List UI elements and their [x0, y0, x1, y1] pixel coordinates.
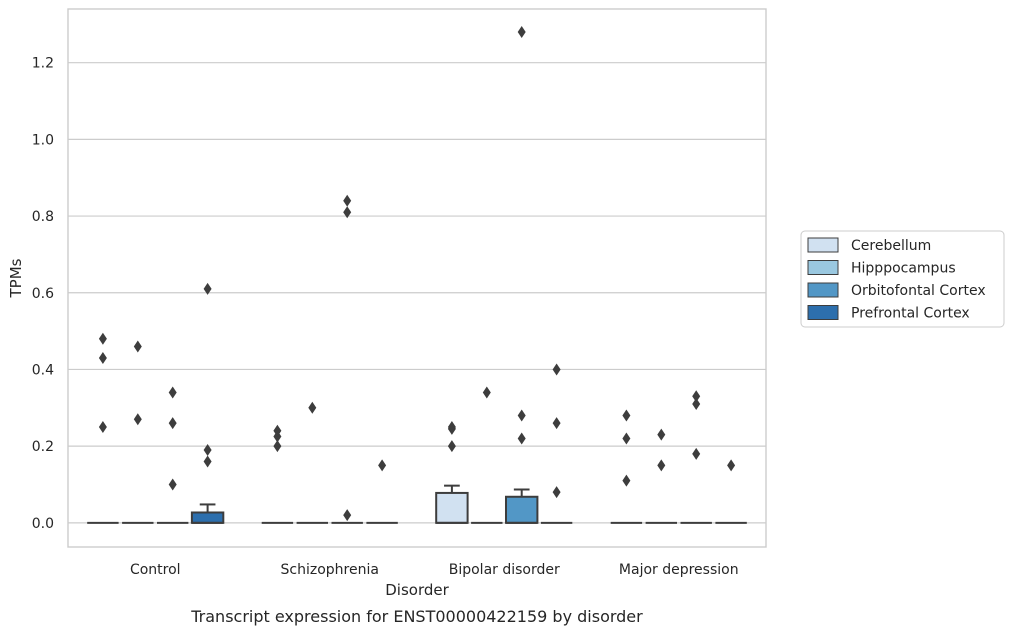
box-2-2: [504, 488, 539, 524]
legend-swatch: [807, 237, 839, 253]
legend-swatch: [807, 260, 839, 275]
y-tick-label: 0.4: [32, 362, 54, 378]
y-tick-labels: 0.0 0.2 0.4 0.6 0.8 1.0 1.2: [32, 56, 54, 532]
box-body: [504, 495, 539, 524]
x-tick-label: Major depression: [619, 562, 739, 578]
y-tick-label: 1.2: [32, 56, 54, 72]
outlier-point: [517, 26, 526, 39]
box-body: [435, 491, 469, 524]
outlier-point: [552, 486, 561, 499]
legend-label: Orbitofontal Cortex: [851, 283, 986, 299]
x-tick-labels: Control Schizophrenia Bipolar disorder Majo…: [130, 562, 739, 578]
legend-label: Cerebellum: [851, 238, 931, 254]
outlier-point: [657, 459, 666, 472]
y-tick-label: 0.6: [32, 286, 54, 302]
outlier-point: [98, 332, 107, 345]
outlier-point: [447, 420, 456, 433]
outlier-point: [98, 351, 107, 364]
x-axis-title: Disorder: [385, 581, 449, 599]
legend-label: Prefrontal Cortex: [851, 306, 970, 322]
outlier-point: [343, 206, 352, 219]
outlier-point: [273, 440, 282, 453]
outlier-point: [203, 455, 212, 468]
box-elements: [87, 484, 747, 524]
outlier-point: [98, 420, 107, 433]
x-tick-label: Control: [130, 562, 181, 578]
legend-frame: [800, 230, 1005, 328]
outlier-point: [517, 409, 526, 422]
y-axis-title: TPMs: [7, 258, 25, 298]
y-tick-label: 0.0: [32, 516, 54, 532]
outlier-point: [552, 417, 561, 430]
outlier-point: [378, 459, 387, 472]
box-0-3: [190, 503, 225, 524]
outlier-point: [622, 409, 631, 422]
legend-swatch: [807, 282, 839, 298]
outlier-point: [273, 424, 282, 437]
x-tick-label: Schizophrenia: [281, 562, 379, 578]
outlier-point: [692, 397, 701, 410]
outlier-point: [552, 363, 561, 376]
y-tick-label: 0.8: [32, 209, 54, 225]
plot-frame: [67, 8, 767, 548]
outlier-point: [203, 282, 212, 295]
y-tick-label: 0.2: [32, 439, 54, 455]
outlier-point: [447, 440, 456, 453]
outlier-point: [657, 428, 666, 441]
outlier-point: [343, 194, 352, 207]
outlier-point: [517, 432, 526, 445]
outlier-point: [133, 340, 142, 353]
legend-swatch: [807, 305, 839, 320]
outlier-point: [203, 443, 212, 456]
outlier-point: [168, 386, 177, 399]
outlier-point: [727, 459, 736, 472]
chart-caption: Transcript expression for ENST0000042215…: [190, 607, 643, 626]
legend-label: Hipppocampus: [851, 261, 956, 277]
legend: Cerebellum Hipppocampus Orbitofontal Corte…: [800, 230, 1005, 328]
outlier-point: [343, 509, 352, 522]
outlier-points: [98, 26, 736, 522]
box-body: [190, 511, 225, 524]
x-tick-label: Bipolar disorder: [449, 562, 560, 578]
outlier-point: [692, 447, 701, 460]
outlier-point: [482, 386, 491, 399]
outlier-point: [133, 413, 142, 426]
outlier-point: [622, 474, 631, 487]
plot-background: [68, 9, 766, 547]
outlier-point: [168, 478, 177, 491]
box-2-0: [435, 484, 469, 524]
y-tick-label: 1.0: [32, 132, 54, 148]
outlier-point: [168, 417, 177, 430]
outlier-point: [622, 432, 631, 445]
outlier-point: [692, 390, 701, 403]
outlier-point: [308, 401, 317, 414]
